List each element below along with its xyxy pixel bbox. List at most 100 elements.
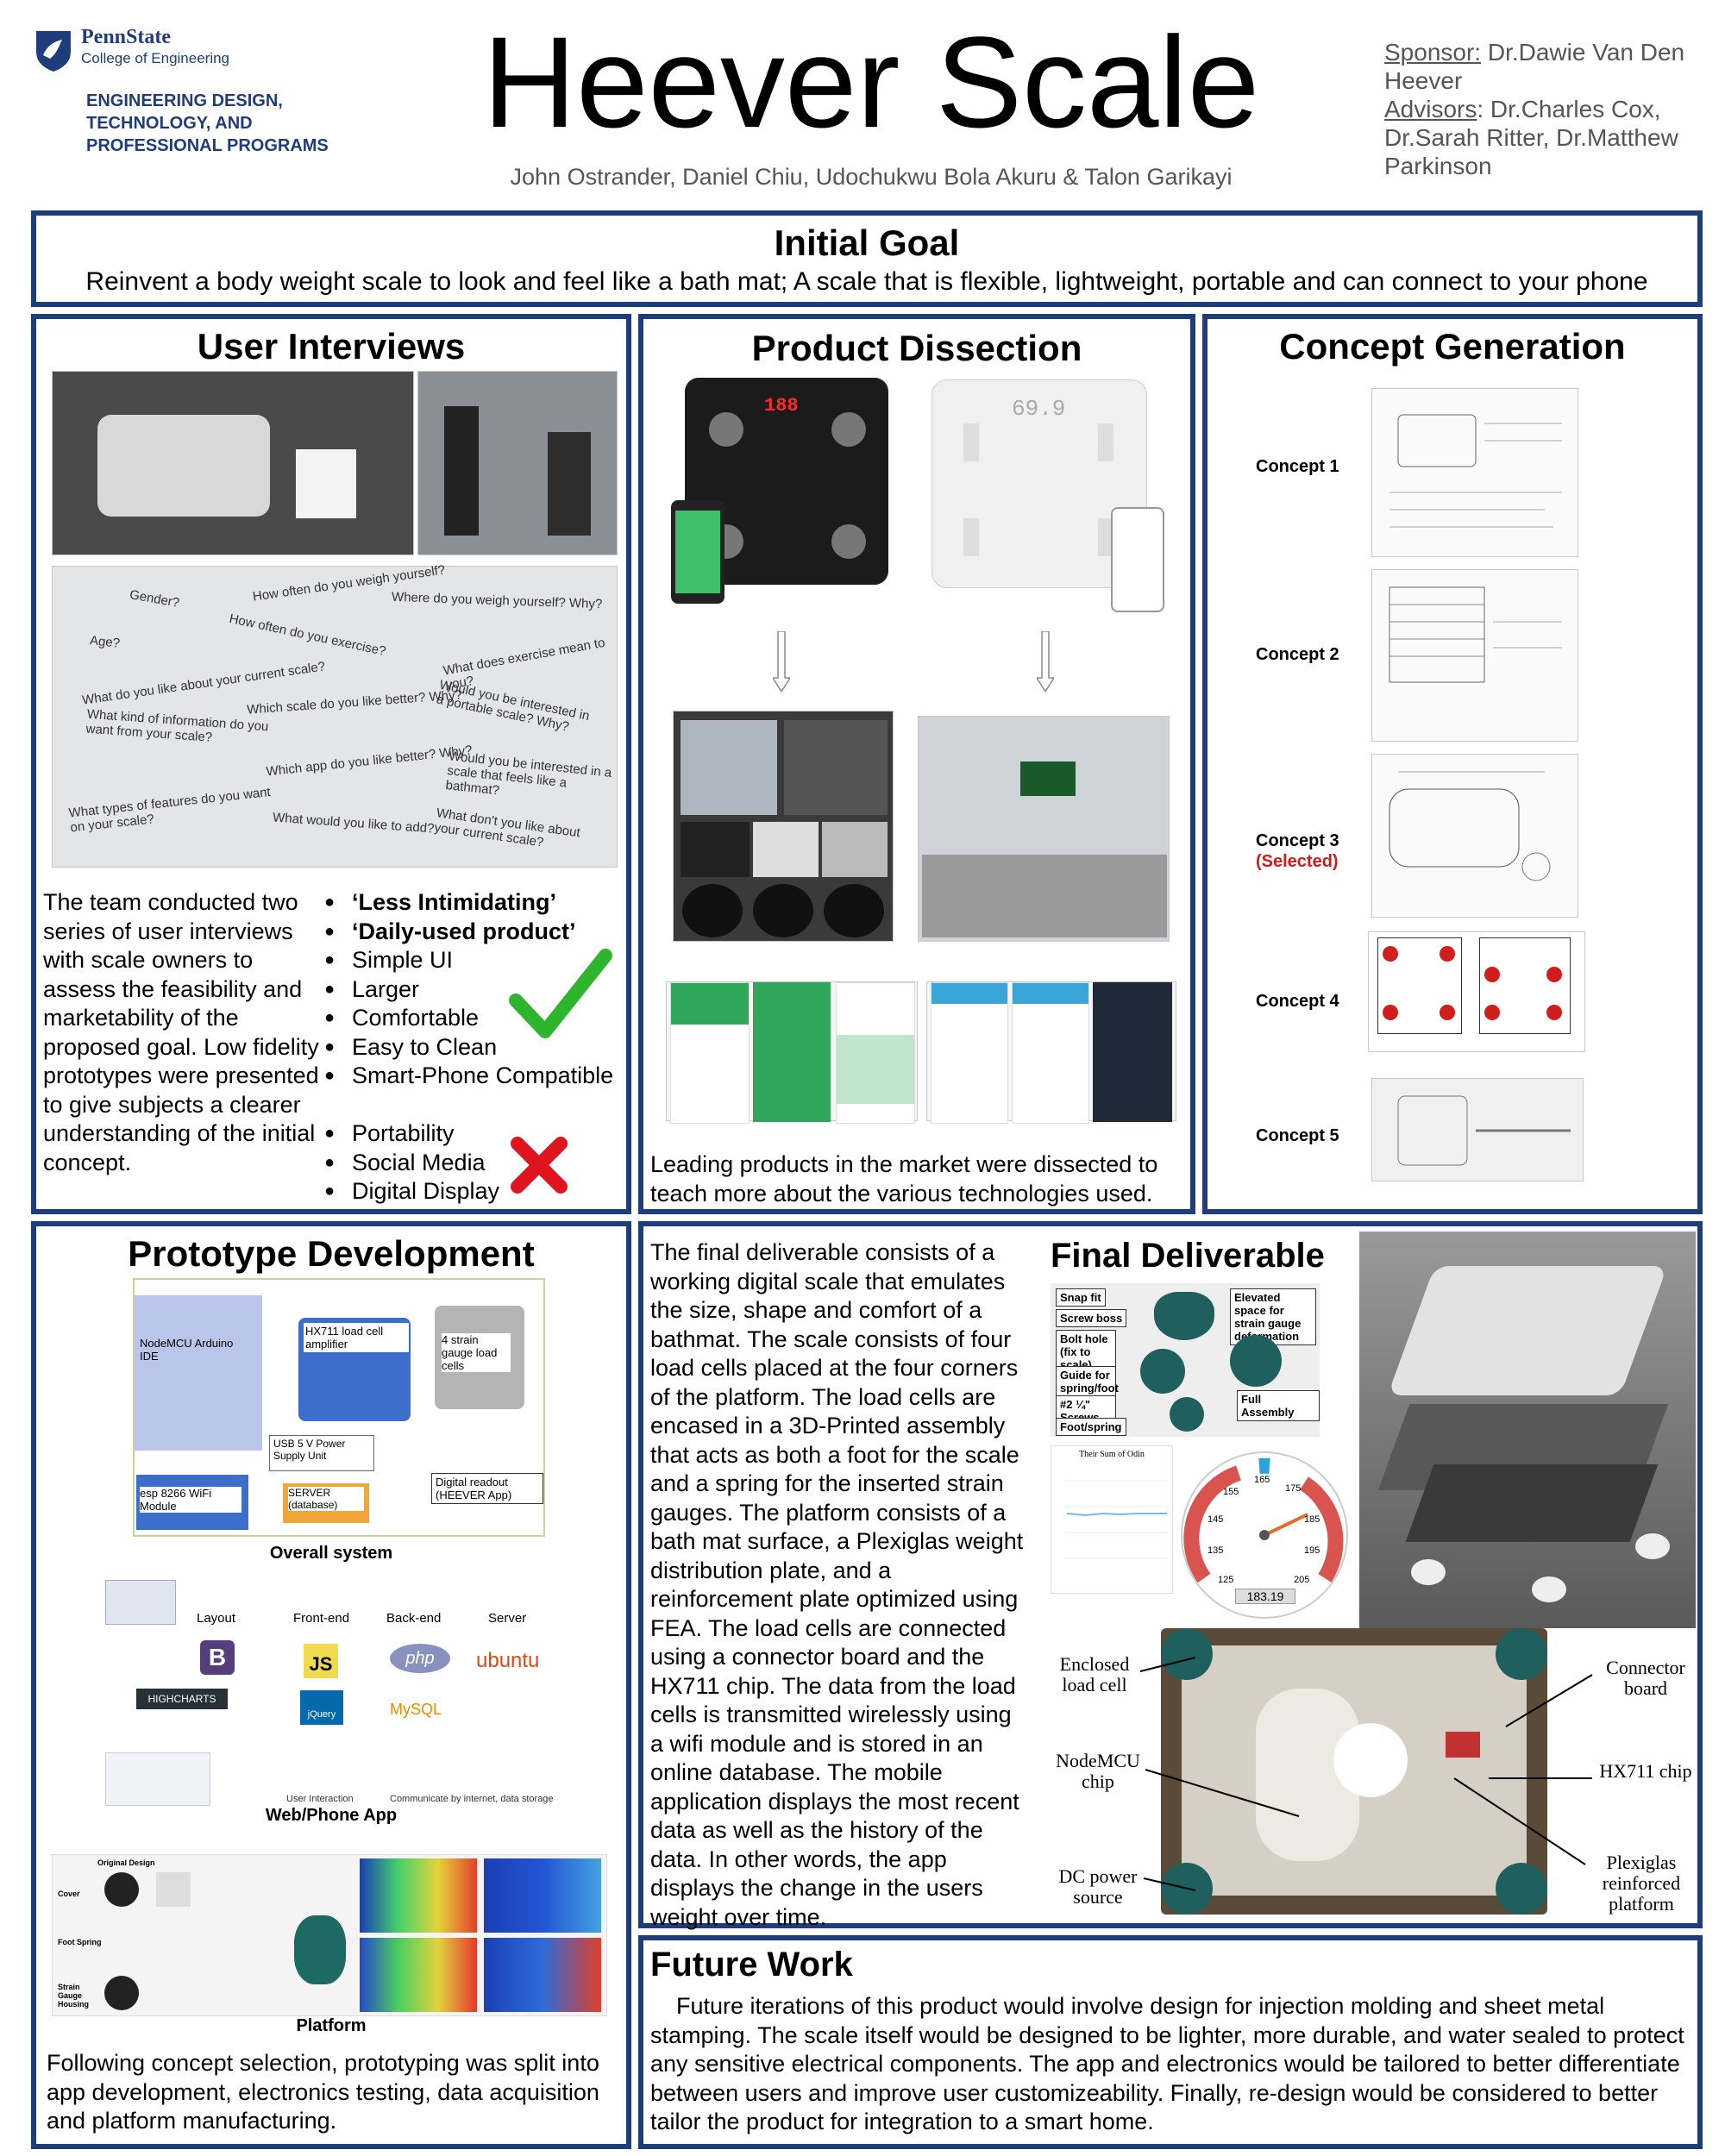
cross-icon — [509, 1135, 569, 1195]
logo-line2: College of Engineering — [81, 50, 230, 66]
highcharts-icon: HIGHCHARTS — [136, 1689, 228, 1709]
final-deliverable-panel: The final deliverable consists of a work… — [638, 1221, 1703, 1930]
caption-overall-system: Overall system — [269, 1544, 393, 1563]
ubuntu-icon: ubuntu — [476, 1649, 540, 1672]
down-arrow-icon — [771, 630, 792, 693]
future-work-heading: Future Work — [650, 1946, 853, 1984]
label-plexiglas-platform: Plexiglas reinforced platform — [1602, 1852, 1681, 1915]
hx711-box: HX711 load cell amplifier — [298, 1318, 411, 1421]
label-dc-power: DC power source — [1058, 1865, 1138, 1908]
initial-goal-panel: Initial Goal Reinvent a body weight scal… — [31, 210, 1703, 307]
check-icon — [509, 947, 612, 1042]
concept-sketch-2 — [1371, 569, 1578, 742]
concept-label-1: Concept 1 — [1256, 457, 1339, 476]
black-scale-parts-image — [673, 711, 894, 942]
list-item: Simple UI — [324, 946, 635, 975]
user-interviews-heading: User Interviews — [197, 326, 466, 367]
product-dissection-panel: Product Dissection 188 69.9 — [638, 314, 1195, 1214]
php-icon: php — [390, 1644, 450, 1673]
dept-line1: ENGINEERING DESIGN, — [86, 91, 283, 110]
concept-sketch-1 — [1371, 388, 1578, 557]
pennstate-logo: PennState College of Engineering ENGINEE… — [33, 26, 343, 155]
js-icon: JS — [304, 1644, 338, 1678]
authors: John Ostrander, Daniel Chiu, Udochukwu B… — [510, 164, 1233, 190]
shield-icon — [34, 29, 72, 72]
label-enclosed-load-cell: Enclosed load cell — [1059, 1653, 1130, 1695]
system-diagram: NodeMCU Arduino IDE HX711 load cell ampl… — [133, 1278, 545, 1537]
list-item: Larger — [324, 975, 635, 1005]
white-scale-parts-image — [918, 716, 1170, 942]
parts-image: Snap fit Screw boss Bolt hole (fix to sc… — [1051, 1283, 1320, 1437]
initial-goal-heading: Initial Goal — [774, 222, 960, 263]
readout-box: Digital readout (HEEVER App) — [431, 1473, 543, 1504]
exploded-render-image — [1359, 1232, 1696, 1628]
phone-image-2 — [1111, 507, 1164, 612]
concept-selected-note: (Selected) — [1256, 852, 1339, 871]
weight-history-chart: Their Sum of Odin — [1051, 1445, 1173, 1594]
list-item: Smart-Phone Compatible — [324, 1062, 635, 1091]
product-dissection-text: Leading products in the market were diss… — [650, 1151, 1158, 1206]
initial-goal-text: Reinvent a body weight scale to look and… — [85, 267, 1648, 296]
prototype-text: Following concept selection, prototyping… — [47, 2050, 599, 2134]
jquery-icon: jQuery — [300, 1690, 343, 1725]
interview-photo — [417, 371, 618, 555]
sponsor-value: Dr.Dawie Van Den Heever — [1384, 39, 1685, 94]
list-item: Social Media — [324, 1149, 583, 1178]
server-box: SERVER (database) — [283, 1483, 369, 1523]
label-nodemcu-chip: NodeMCU chip — [1056, 1750, 1140, 1792]
list-item: Comfortable — [324, 1004, 635, 1033]
concept-label-3: Concept 3 — [1256, 831, 1339, 850]
label-hx711-chip: HX711 chip — [1599, 1760, 1692, 1782]
sponsor-block: Sponsor: Dr.Dawie Van Den Heever Advisor… — [1384, 38, 1695, 180]
platform-image: Original Design Cover Foot Spring Strain… — [52, 1854, 607, 2016]
charts-thumbnail — [105, 1752, 210, 1806]
usb-box: USB 5 V Power Supply Unit — [269, 1435, 374, 1471]
concept-label-2: Concept 2 — [1256, 645, 1339, 664]
esp-box: esp 8266 WiFi Module — [136, 1475, 248, 1530]
user-interviews-panel: User Interviews Gender? How often do you… — [31, 314, 631, 1214]
down-arrow-icon — [1035, 630, 1056, 693]
final-deliverable-heading: Final Deliverable — [1051, 1237, 1325, 1275]
list-item: Digital Display — [324, 1177, 583, 1206]
label-connector-board: Connector board — [1606, 1657, 1685, 1699]
logo-line1: PennState — [81, 26, 171, 48]
concept-sketch-3 — [1371, 754, 1578, 918]
sponsor-label: Sponsor: — [1384, 39, 1482, 66]
load-cells-box: 4 strain gauge load cells — [435, 1306, 524, 1409]
list-item: ‘Less Intimidating’ — [324, 888, 635, 918]
future-work-panel: Future Work Future iterations of this pr… — [638, 1935, 1703, 2149]
web-stack-diagram: Layout Front-end Back-end Server B JS ph… — [105, 1580, 605, 1821]
prototype-development-panel: Prototype Development NodeMCU Arduino ID… — [31, 1221, 631, 2149]
concept-label-5: Concept 5 — [1256, 1126, 1339, 1145]
caption-platform: Platform — [296, 2016, 367, 2035]
concept-label-4: Concept 4 — [1256, 992, 1339, 1011]
gauge-value: 183.19 — [1235, 1589, 1295, 1604]
advisors-value: : Dr.Charles Cox, Dr.Sarah Ritter, Dr.Ma… — [1384, 96, 1678, 179]
list-item: Portability — [324, 1119, 583, 1149]
concept-sketch-4 — [1368, 931, 1585, 1052]
concept-generation-panel: Concept Generation Concept 1 Concept 2 C… — [1202, 314, 1703, 1214]
hardware-photo — [1161, 1628, 1547, 1915]
phone-image — [671, 500, 724, 604]
list-item: Easy to Clean — [324, 1033, 635, 1062]
poster-title: Heever Scale — [482, 9, 1260, 154]
app-screens-image-1 — [666, 981, 918, 1124]
concept-sketch-5 — [1371, 1078, 1584, 1181]
app-screens-image-2 — [926, 981, 1176, 1124]
callout-arrows — [1139, 1657, 1593, 1891]
bootstrap-icon: B — [200, 1640, 235, 1675]
nodemcu-box: NodeMCU Arduino IDE — [135, 1295, 262, 1451]
questions-overlay: Gender? How often do you weigh yourself?… — [67, 562, 612, 850]
devices-icon — [105, 1580, 176, 1625]
positive-list: ‘Less Intimidating’ ‘Daily-used product’… — [324, 888, 635, 1091]
dept-line3: PROFESSIONAL PROGRAMS — [86, 136, 329, 155]
bathmat-photo — [52, 371, 414, 555]
prototype-development-heading: Prototype Development — [128, 1233, 535, 1274]
final-deliverable-text: The final deliverable consists of a work… — [650, 1239, 1024, 1930]
product-dissection-heading: Product Dissection — [751, 328, 1082, 368]
negative-list: Portability Social Media Digital Display — [324, 1119, 583, 1206]
concept-generation-heading: Concept Generation — [1279, 326, 1626, 367]
user-interviews-text: The team conducted two series of user in… — [43, 889, 319, 1175]
dept-line2: TECHNOLOGY, AND — [86, 114, 253, 133]
list-item: ‘Daily-used product’ — [324, 918, 635, 947]
